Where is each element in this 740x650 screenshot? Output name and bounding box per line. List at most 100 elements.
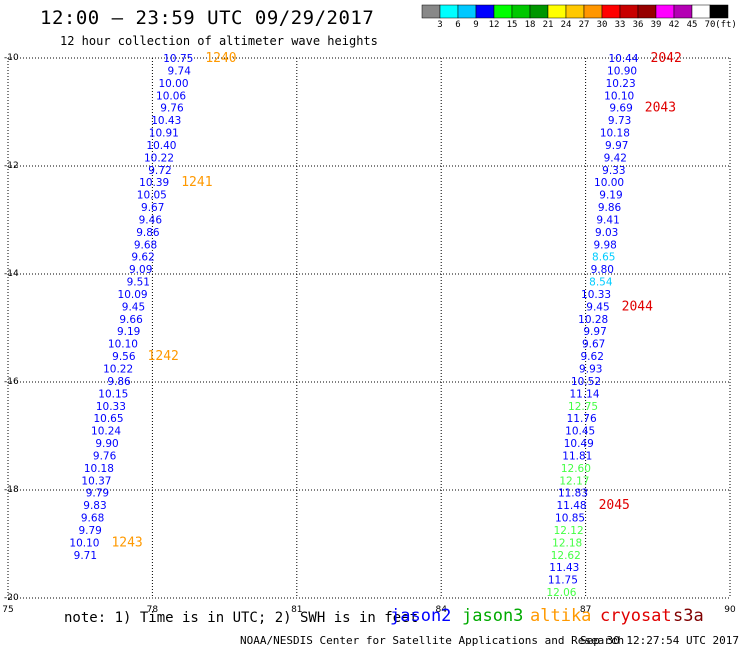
x-tick-label: 84: [435, 605, 447, 615]
jason2-wave-height-label: 10.09: [118, 289, 148, 301]
jason2-wave-height-label: 10.10: [69, 537, 99, 549]
color-scale-tick-label: 36: [632, 20, 644, 30]
y-tick-label: -12: [4, 161, 19, 171]
altika-pass-label: 1240: [205, 51, 236, 66]
jason3-wave-height-label: 10.90: [607, 65, 637, 77]
jason3-wave-height-label: 8.65: [592, 252, 615, 264]
jason3-wave-height-label: 12.60: [561, 463, 591, 475]
jason3-wave-height-label: 9.98: [593, 239, 616, 251]
jason3-wave-height-label: 9.86: [598, 202, 622, 214]
jason2-wave-height-label: 10.43: [151, 115, 181, 127]
y-tick-label: -14: [4, 269, 19, 279]
color-scale-tick-label: 39: [650, 20, 662, 30]
y-tick-label: -16: [4, 377, 19, 387]
x-tick-label: 75: [2, 605, 13, 615]
color-scale-tick-label: 33: [614, 20, 626, 30]
jason3-wave-height-label: 9.62: [581, 351, 604, 363]
generated-time: Sep 30 12:27:54 UTC 2017: [580, 634, 739, 647]
jason3-wave-height-label: 11.75: [548, 575, 578, 587]
jason2-wave-height-label: 10.18: [84, 463, 114, 475]
jason3-wave-height-label: 9.73: [608, 115, 631, 127]
jason2-wave-height-label: 10.06: [156, 90, 186, 102]
color-scale-bar: [421, 4, 729, 19]
color-scale-tick-label: 18: [524, 20, 536, 30]
jason2-wave-height-label: 10.40: [146, 140, 176, 152]
jason2-wave-height-label: 10.75: [163, 53, 193, 65]
x-tick-label: 87: [580, 605, 591, 615]
jason2-wave-height-label: 10.00: [158, 78, 188, 90]
jason2-wave-height-label: 9.76: [160, 103, 184, 115]
jason3-wave-height-label: 10.45: [565, 426, 595, 438]
jason3-wave-height-label: 11.83: [558, 488, 588, 500]
color-scale-tick-label: 12: [488, 20, 500, 30]
jason3-wave-height-label: 9.42: [604, 152, 627, 164]
jason3-wave-height-label: 12.18: [552, 537, 582, 549]
jason2-wave-height-label: 9.83: [83, 500, 106, 512]
jason3-wave-height-label: 9.33: [602, 165, 625, 177]
jason3-wave-height-label: 10.18: [600, 128, 630, 140]
color-scale-unit: (ft): [715, 20, 737, 30]
altika-pass-label: 1243: [111, 535, 142, 550]
jason3-wave-height-label: 9.19: [599, 190, 622, 202]
jason2-wave-height-label: 10.91: [149, 128, 179, 140]
jason3-wave-height-label: 9.69: [609, 103, 632, 115]
jason2-wave-height-label: 9.46: [139, 214, 163, 226]
jason3-wave-height-label: 9.93: [579, 364, 602, 376]
altika-pass-label: 1241: [181, 175, 212, 190]
jason2-wave-height-label: 9.68: [81, 513, 104, 525]
jason3-wave-height-label: 10.49: [564, 438, 594, 450]
jason3-wave-height-label: 8.54: [589, 277, 613, 289]
jason3-wave-height-label: 9.45: [586, 301, 609, 313]
jason2-wave-height-label: 10.15: [98, 388, 128, 400]
jason3-wave-height-label: 12.12: [554, 525, 584, 537]
legend-item-jason3: jason3: [462, 606, 524, 626]
jason3-wave-height-label: 10.00: [594, 177, 624, 189]
jason3-wave-height-label: 10.28: [578, 314, 608, 326]
credit-line: NOAA/NESDIS Center for Satellite Applica…: [240, 634, 625, 647]
jason2-wave-height-label: 10.22: [103, 364, 133, 376]
jason2-wave-height-label: 10.37: [81, 475, 111, 487]
color-scale-tick-label: 30: [596, 20, 608, 30]
jason2-wave-height-label: 9.86: [107, 376, 131, 388]
jason2-wave-height-label: 9.66: [119, 314, 143, 326]
altika-pass-label: 1242: [148, 349, 179, 364]
jason3-wave-height-label: 11.48: [557, 500, 587, 512]
cryosat-pass-label: 2045: [599, 498, 630, 513]
jason3-wave-height-label: 10.44: [608, 53, 638, 65]
color-scale-tick-label: 9: [473, 20, 479, 30]
y-tick-label: -18: [4, 485, 19, 495]
jason2-wave-height-label: 9.72: [148, 165, 171, 177]
jason3-wave-height-label: 10.10: [604, 90, 634, 102]
y-tick-label: -10: [4, 53, 19, 63]
jason3-wave-height-label: 12.75: [568, 401, 598, 413]
jason2-wave-height-label: 9.19: [117, 326, 140, 338]
jason2-wave-height-label: 10.33: [96, 401, 126, 413]
jason2-wave-height-label: 9.67: [141, 202, 164, 214]
jason3-wave-height-label: 10.85: [555, 513, 585, 525]
color-scale-tick-label: 27: [578, 20, 590, 30]
cryosat-pass-label: 2042: [651, 51, 682, 66]
legend-item-s3a: s3a: [673, 606, 704, 626]
jason3-wave-height-label: 11.43: [549, 562, 579, 574]
x-tick-label: 78: [147, 605, 159, 615]
jason2-wave-height-label: 9.62: [131, 252, 154, 264]
jason3-wave-height-label: 9.67: [582, 339, 605, 351]
jason3-wave-height-label: 10.23: [606, 78, 636, 90]
jason2-wave-height-label: 10.65: [93, 413, 123, 425]
jason3-wave-height-label: 11.81: [562, 450, 592, 462]
color-scale-tick-label: 3: [437, 20, 443, 30]
jason2-wave-height-label: 9.68: [134, 239, 157, 251]
jason2-wave-height-label: 10.22: [144, 152, 174, 164]
chart-title: 12:00 – 23:59 UTC 09/29/2017: [40, 7, 375, 29]
cryosat-pass-label: 2043: [645, 101, 676, 116]
jason3-wave-height-label: 9.97: [605, 140, 628, 152]
jason3-wave-height-label: 9.41: [596, 214, 619, 226]
color-scale-tick-label: 24: [560, 20, 572, 30]
legend-item-cryosat: cryosat: [600, 606, 672, 626]
jason2-wave-height-label: 9.45: [122, 301, 145, 313]
jason2-wave-height-label: 9.86: [136, 227, 160, 239]
jason3-wave-height-label: 10.52: [571, 376, 601, 388]
footnote: note: 1) Time is in UTC; 2) SWH is in fe…: [64, 610, 419, 626]
jason2-wave-height-label: 9.51: [127, 277, 150, 289]
jason2-wave-height-label: 9.79: [78, 525, 101, 537]
